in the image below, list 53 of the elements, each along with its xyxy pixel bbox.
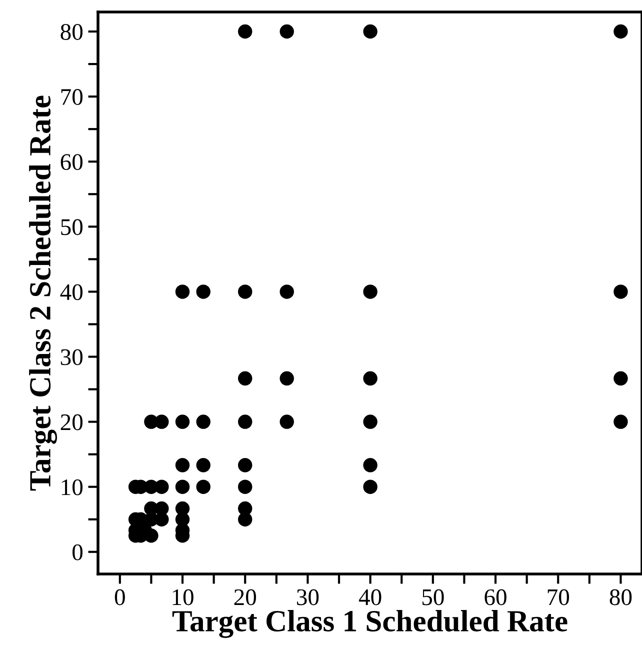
point <box>175 284 190 299</box>
point <box>280 371 294 386</box>
point <box>280 284 294 299</box>
point <box>280 24 294 39</box>
x-tick-label: 0 <box>114 589 125 606</box>
x-tick-label: 20 <box>234 589 256 606</box>
point <box>280 414 294 429</box>
point <box>363 458 378 472</box>
y-tick-label: 30 <box>60 349 83 366</box>
point <box>238 458 252 472</box>
x-tick-label: 60 <box>484 589 506 606</box>
y-tick-label: 10 <box>62 479 83 496</box>
x-tick-label: 10 <box>172 589 194 606</box>
point <box>154 512 169 526</box>
y-tick-label: 20 <box>60 414 83 430</box>
point <box>363 480 378 494</box>
point <box>614 414 628 429</box>
point <box>175 414 190 429</box>
point <box>238 24 252 39</box>
point <box>196 480 210 494</box>
point <box>238 480 252 494</box>
x-tick-label: 80 <box>610 589 632 606</box>
y-tick-label: 40 <box>60 284 83 300</box>
y-tick-label: 80 <box>60 24 83 40</box>
point <box>238 414 252 429</box>
y-axis-title: Target Class 2 Scheduled Rate <box>29 96 58 491</box>
point <box>363 24 378 39</box>
point <box>196 458 210 472</box>
point <box>238 371 252 386</box>
point <box>196 284 210 299</box>
point <box>363 414 378 429</box>
x-tick-label: 30 <box>297 589 319 606</box>
point <box>614 24 628 39</box>
point <box>175 458 190 472</box>
x-axis-title: Target Class 1 Scheduled Rate <box>172 610 568 638</box>
point <box>144 528 158 543</box>
point <box>614 284 628 299</box>
point <box>154 480 169 494</box>
point <box>238 512 252 526</box>
y-tick-label: 0 <box>72 544 83 560</box>
point <box>238 284 252 299</box>
x-tick-label: 50 <box>422 589 444 606</box>
y-tick-label: 70 <box>61 89 83 105</box>
x-tick-label: 70 <box>548 589 570 606</box>
point <box>154 414 169 429</box>
x-tick-label: 40 <box>358 589 382 606</box>
point <box>196 414 210 429</box>
point <box>614 371 628 386</box>
point <box>363 371 378 386</box>
y-tick-label: 60 <box>60 154 83 170</box>
point <box>175 480 190 494</box>
y-tick-label: 50 <box>61 219 83 236</box>
point <box>363 284 378 299</box>
